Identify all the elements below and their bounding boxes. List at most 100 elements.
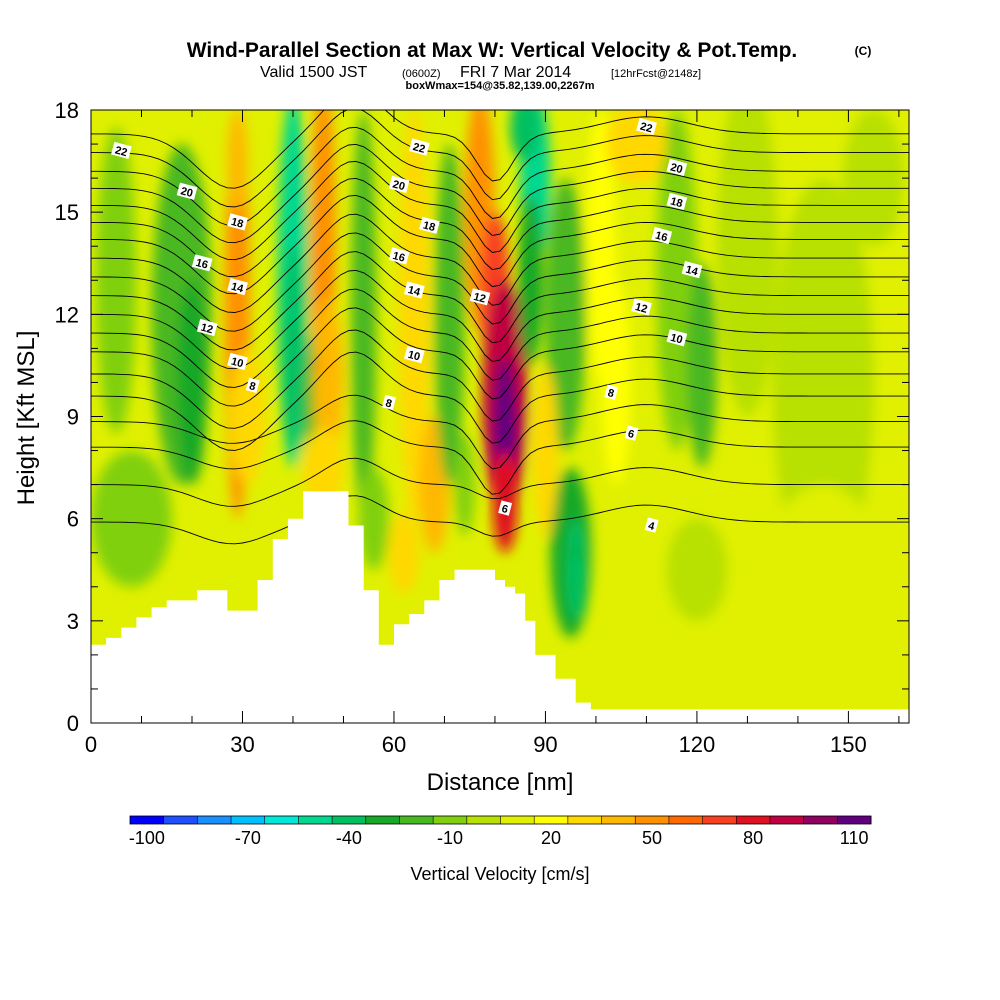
w-feature-downdraft: [531, 174, 540, 183]
colorbar-swatch: [332, 816, 367, 824]
svg-text:14: 14: [684, 264, 700, 279]
colorbar-swatch: [769, 816, 805, 824]
theta-contour-label: 10: [227, 352, 248, 370]
theta-contour-5: [91, 457, 909, 507]
theta-contour-21: [91, 110, 909, 208]
colorbar-swatch: [399, 816, 434, 824]
w-field-cell: [388, 511, 420, 594]
theta-contour-18: [91, 160, 909, 261]
w-field-cell: [96, 127, 137, 434]
svg-text:20: 20: [669, 161, 684, 176]
colorbar-swatch: [231, 816, 266, 824]
w-field-cell: [762, 484, 884, 689]
theta-contour-label: 8: [604, 384, 619, 400]
y-tick-label: 18: [55, 98, 79, 123]
colorbar-swatch: [466, 816, 501, 824]
theta-contour-22: [91, 110, 909, 189]
theta-contour-12: [91, 269, 909, 370]
theta-contour-17: [91, 177, 909, 278]
svg-text:6: 6: [627, 428, 636, 441]
svg-text:12: 12: [199, 322, 214, 337]
theta-contour-label: 20: [176, 182, 198, 200]
colorbar-swatch: [736, 816, 771, 824]
svg-text:8: 8: [248, 380, 257, 393]
svg-text:(0600Z): (0600Z): [402, 68, 441, 80]
w-field-cell: [532, 365, 559, 536]
chart-subtitle: Valid 1500 JST (0600Z) FRI 7 Mar 2014 [1…: [260, 64, 701, 81]
svg-text:12: 12: [472, 291, 487, 306]
colorbar-label: 80: [743, 828, 763, 848]
w-field-cell: [91, 450, 172, 587]
colorbar-swatch: [668, 816, 704, 824]
colorbar-label: 110: [840, 828, 869, 848]
w-field-cell: [434, 144, 465, 485]
w-field-cell: [313, 297, 344, 468]
svg-text:16: 16: [654, 230, 669, 245]
w-feature-downdraft: [288, 310, 297, 319]
theta-contour-label: 18: [666, 192, 688, 210]
colorbar-swatch: [500, 816, 535, 824]
w-feature-downdraft: [571, 548, 580, 557]
svg-text:10: 10: [406, 349, 421, 364]
colorbar-swatch: [635, 816, 670, 824]
w-field-cell: [227, 110, 248, 213]
y-tick-label: 0: [67, 711, 79, 736]
theta-contour-label: 4: [644, 517, 659, 533]
y-tick-label: 6: [67, 507, 79, 532]
colorbar-swatch: [365, 816, 400, 824]
y-tick-label: 15: [55, 200, 79, 225]
colorbar-label: -70: [235, 828, 261, 848]
colorbar-label: 50: [642, 828, 662, 848]
w-feature-updraft: [314, 361, 323, 370]
colorbar-swatch: [130, 816, 165, 824]
theta-contour-label: 12: [469, 288, 491, 306]
svg-text:8: 8: [384, 397, 393, 410]
theta-contour-label: 16: [191, 254, 213, 272]
colorbar-swatch: [601, 816, 636, 824]
x-tick-label: 90: [533, 732, 557, 757]
svg-text:[12hrFcst@2148z]: [12hrFcst@2148z]: [611, 68, 701, 80]
theta-contour-label: 12: [196, 318, 218, 337]
x-tick-label: 120: [679, 732, 716, 757]
theta-contour-label: 16: [651, 226, 673, 245]
chart-title: Wind-Parallel Section at Max W: Vertical…: [187, 39, 798, 62]
svg-text:20: 20: [179, 185, 194, 200]
y-tick-label: 3: [67, 609, 79, 634]
theta-contour-label: 18: [227, 213, 248, 231]
colorbar-label: 20: [541, 828, 561, 848]
svg-text:12: 12: [634, 301, 649, 316]
colorbar-title: Vertical Velocity [cm/s]: [410, 864, 589, 884]
colorbar-swatch: [264, 816, 299, 824]
theta-contour-13: [91, 251, 909, 351]
theta-contour-label: 22: [111, 141, 132, 159]
theta-contour-16: [91, 194, 909, 295]
svg-text:10: 10: [669, 332, 684, 347]
svg-text:8: 8: [606, 387, 615, 400]
colorbar-label: -40: [336, 828, 362, 848]
theta-contour-label: 22: [408, 138, 430, 156]
w-feature-max-updraft: [501, 429, 510, 438]
theta-contour-label: 14: [403, 281, 425, 299]
theta-contour-label: 14: [227, 278, 248, 296]
theta-contour-label: 10: [666, 329, 688, 347]
w-field-cell: [843, 110, 904, 247]
theta-contour-label: 6: [498, 500, 513, 516]
svg-text:14: 14: [230, 281, 246, 296]
theta-contour-label: 6: [624, 425, 639, 441]
theta-contour-label: 18: [419, 216, 440, 234]
y-tick-label: 9: [67, 405, 79, 430]
colorbar-label: -100: [129, 828, 165, 848]
colorbar-swatch: [298, 816, 333, 824]
terrain: [91, 491, 909, 723]
w-field-cell: [517, 195, 543, 366]
svg-text:18: 18: [669, 195, 684, 210]
svg-text:6: 6: [500, 503, 509, 516]
theta-contour-label: 10: [403, 346, 425, 364]
svg-text:20: 20: [391, 178, 406, 193]
theta-contour-label: 8: [245, 377, 260, 393]
colorbar-swatch: [163, 816, 198, 824]
svg-text:4: 4: [647, 520, 657, 533]
w-field-cell: [666, 518, 728, 621]
